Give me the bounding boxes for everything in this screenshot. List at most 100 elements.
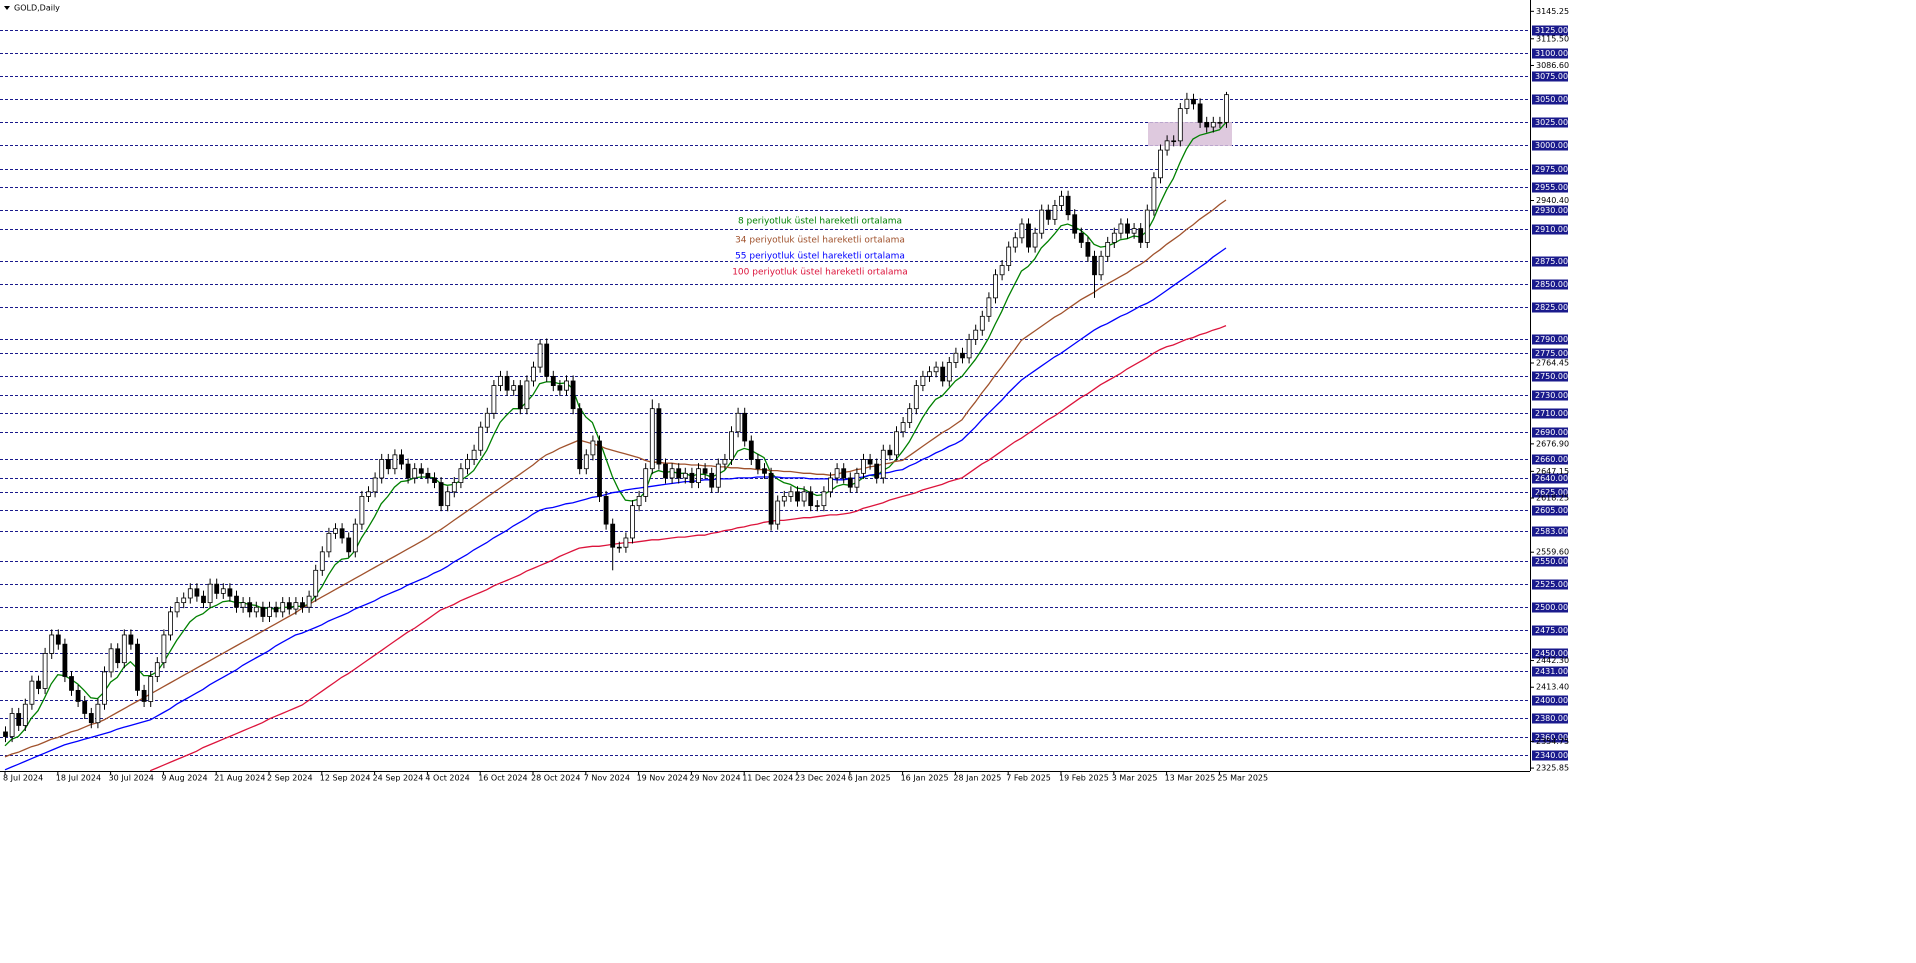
candle-body xyxy=(16,713,22,726)
candle-body xyxy=(82,701,88,714)
candle-body xyxy=(1078,232,1084,243)
candle-body xyxy=(821,491,827,507)
candle-body xyxy=(352,523,358,553)
candle-body xyxy=(828,477,833,493)
candle-body xyxy=(29,680,35,705)
candle-body xyxy=(366,491,371,497)
level-label: 3100.00 xyxy=(1535,49,1568,58)
candle-body xyxy=(465,459,470,470)
candle-body xyxy=(900,422,906,433)
candle-body xyxy=(570,380,576,410)
candle-body xyxy=(201,595,206,604)
candle-body xyxy=(405,463,411,479)
candle-body xyxy=(636,496,642,507)
level-label-box xyxy=(1532,526,1568,537)
candle-body xyxy=(438,482,444,507)
x-tick-label: 4 Oct 2024 xyxy=(425,774,469,783)
level-label: 2400.00 xyxy=(1535,696,1568,705)
candle-body xyxy=(517,385,523,410)
candle-body xyxy=(240,602,246,608)
candle-body xyxy=(564,380,569,391)
candle-body xyxy=(735,412,741,433)
level-label: 2750.00 xyxy=(1535,372,1568,381)
level-label-box xyxy=(1532,224,1568,235)
ema-line xyxy=(4,247,1227,771)
candle-body xyxy=(907,408,913,423)
candle-body xyxy=(801,491,807,502)
x-tick-label: 28 Jan 2025 xyxy=(953,774,1001,783)
candle-body xyxy=(768,472,774,525)
level-label-box xyxy=(1532,348,1568,359)
candle-body xyxy=(1184,98,1190,109)
candle-body xyxy=(286,602,292,610)
x-tick-label: 3 Mar 2025 xyxy=(1112,774,1158,783)
candle-body xyxy=(280,602,286,613)
candle-body xyxy=(1131,228,1137,234)
level-label-box xyxy=(1532,117,1568,128)
level-label-box xyxy=(1532,579,1568,590)
candle-body xyxy=(102,671,107,705)
candle-body xyxy=(1065,195,1071,216)
candle-body xyxy=(135,643,140,691)
level-label-box xyxy=(1532,256,1568,267)
candle-body xyxy=(326,532,332,553)
candle-body xyxy=(583,454,589,470)
candle-body xyxy=(379,459,385,479)
candle-body xyxy=(1012,237,1018,248)
candle-body xyxy=(339,528,345,539)
level-label: 2431.00 xyxy=(1535,667,1568,676)
candle-body xyxy=(425,472,431,479)
candle-body xyxy=(458,468,464,483)
candle-body xyxy=(669,468,675,479)
level-label: 2583.00 xyxy=(1535,527,1568,536)
candle-body xyxy=(597,440,602,497)
x-tick-label: 7 Feb 2025 xyxy=(1006,774,1051,783)
candle-body xyxy=(293,602,299,610)
candle-body xyxy=(649,408,655,470)
candle-body xyxy=(432,477,437,483)
x-tick-label: 6 Jan 2025 xyxy=(848,774,891,783)
x-tick-label: 24 Sep 2024 xyxy=(373,774,424,783)
candle-body xyxy=(762,468,767,474)
level-label: 2975.00 xyxy=(1535,165,1568,174)
level-label-box xyxy=(1532,487,1568,498)
level-label: 2605.00 xyxy=(1535,506,1568,515)
candle-body xyxy=(748,440,754,460)
candle-body xyxy=(418,468,424,474)
level-label: 2340.00 xyxy=(1535,751,1568,760)
candle-body xyxy=(412,468,418,479)
candle-body xyxy=(511,385,517,391)
level-label-box xyxy=(1532,625,1568,636)
candle-body xyxy=(953,352,959,363)
x-tick-label: 23 Dec 2024 xyxy=(795,774,846,783)
candle-body xyxy=(973,329,979,340)
candle-body xyxy=(55,634,61,645)
level-label-box xyxy=(1532,473,1568,484)
x-tick-label: 11 Dec 2024 xyxy=(742,774,793,783)
candle-body xyxy=(346,537,352,553)
level-label-box xyxy=(1532,648,1568,659)
x-tick-label: 8 Jul 2024 xyxy=(3,774,43,783)
candle-body xyxy=(933,366,939,373)
candle-body xyxy=(913,385,919,410)
y-tick-label: 2413.40 xyxy=(1536,683,1569,692)
candle-body xyxy=(1171,140,1177,143)
level-label-box xyxy=(1532,140,1568,151)
candle-body xyxy=(372,477,378,493)
candle-body xyxy=(616,546,622,549)
candle-body xyxy=(1045,209,1051,220)
candle-body xyxy=(207,583,213,604)
level-label: 2360.00 xyxy=(1535,733,1568,742)
candle-body xyxy=(148,676,154,702)
candle-body xyxy=(69,676,74,691)
candle-body xyxy=(689,472,695,483)
candle-body xyxy=(808,491,814,507)
candle-body xyxy=(999,265,1005,276)
menu-triangle xyxy=(4,6,10,10)
candle-body xyxy=(590,440,596,456)
x-tick-label: 19 Nov 2024 xyxy=(637,774,688,783)
candle-body xyxy=(1032,232,1038,248)
candle-body xyxy=(194,588,200,597)
candle-body xyxy=(630,505,635,539)
